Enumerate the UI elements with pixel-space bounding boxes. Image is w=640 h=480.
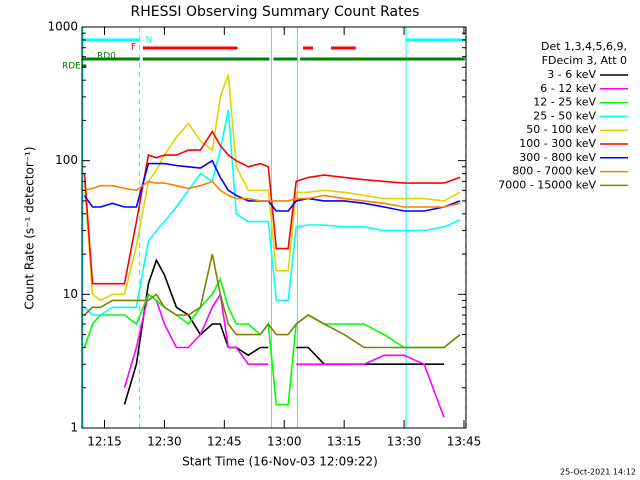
- legend-header: FDecim 3, Att 0: [542, 54, 627, 67]
- x-tick-label: 13:00: [267, 435, 302, 449]
- series-line: [123, 258, 444, 405]
- legend-label: 6 - 12 keV: [540, 82, 596, 95]
- x-tick-label: 12:15: [87, 435, 122, 449]
- y-axis-label: Count Rate (s⁻¹ detector⁻¹): [23, 146, 37, 309]
- series-line: [83, 109, 461, 316]
- flag-label: N: [146, 36, 153, 46]
- legend-label: 3 - 6 keV: [547, 68, 596, 81]
- flag-bar: [406, 38, 466, 42]
- chart-title: RHESSI Observing Summary Count Rates: [131, 4, 420, 20]
- series-line: [84, 180, 461, 208]
- flag-bar: [273, 57, 298, 61]
- flag-label: RDE: [62, 62, 81, 72]
- x-axis-label: Start Time (16-Nov-03 12:09:22): [182, 455, 378, 469]
- x-tick-label: 12:45: [207, 435, 242, 449]
- flag-bar: [82, 64, 87, 68]
- series-line: [83, 130, 461, 285]
- x-tick-label: 13:15: [327, 435, 362, 449]
- flag-bar: [330, 46, 356, 50]
- legend-label: 100 - 300 keV: [519, 137, 596, 150]
- flag-bar: [82, 38, 140, 42]
- x-tick-label: 13:45: [447, 435, 482, 449]
- legend-label: 800 - 7000 keV: [512, 165, 596, 178]
- series-line: [83, 159, 461, 212]
- flag-bar: [82, 57, 140, 61]
- y-tick-label: 10: [63, 287, 78, 301]
- series-line: [83, 74, 461, 302]
- flag-bar: [303, 46, 314, 50]
- legend-label: 12 - 25 keV: [533, 96, 596, 109]
- y-tick-label: 100: [55, 153, 78, 167]
- x-tick-label: 13:30: [387, 435, 422, 449]
- legend-label: 50 - 100 keV: [526, 123, 596, 136]
- legend-label: 25 - 50 keV: [533, 109, 596, 122]
- y-tick-label: 1000: [47, 20, 78, 34]
- legend-label: 7000 - 15000 keV: [498, 178, 596, 191]
- series-line: [83, 253, 461, 349]
- y-tick-label: 1: [70, 421, 78, 435]
- footer: 25-Oct-2021 14:12: [560, 468, 636, 477]
- x-tick-label: 12:30: [147, 435, 182, 449]
- flag-bar: [300, 57, 465, 61]
- flag-bar: [142, 46, 238, 50]
- legend-header: Det 1,3,4,5,6,9,: [541, 40, 627, 53]
- plot-frame: [81, 26, 467, 429]
- legend-label: 300 - 800 keV: [519, 151, 596, 164]
- flag-label: RD0: [97, 52, 116, 62]
- flag-label: F: [131, 43, 136, 53]
- flag-bar: [142, 57, 270, 61]
- series-line: [83, 276, 461, 406]
